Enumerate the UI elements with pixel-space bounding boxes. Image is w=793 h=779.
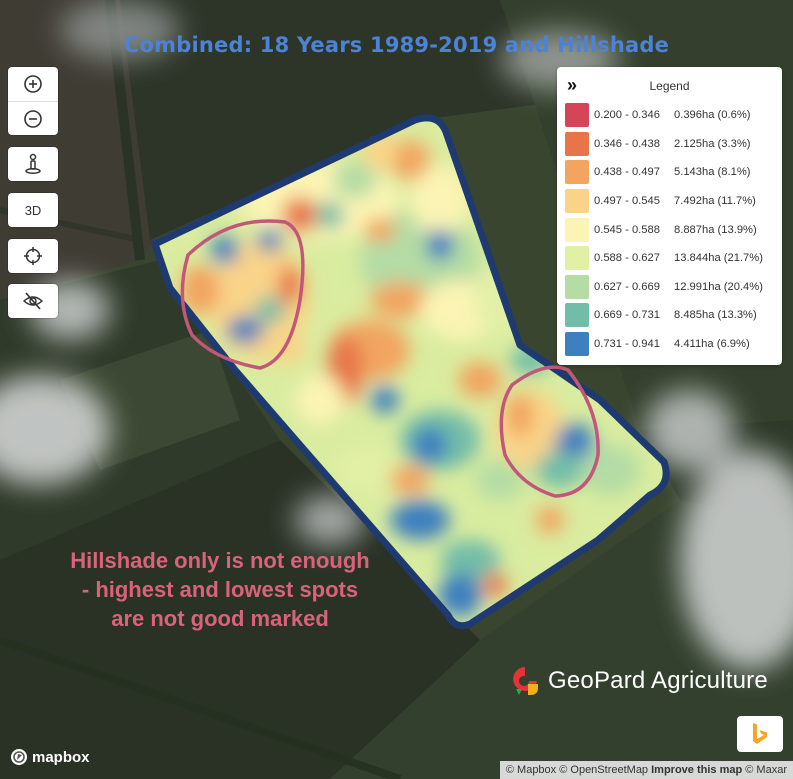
mapbox-logo[interactable]: mapbox [10, 748, 90, 766]
annotation-line: - highest and lowest spots [81, 577, 359, 602]
visibility-control [8, 284, 58, 318]
legend-swatch [565, 303, 589, 328]
legend-range: 0.669 - 0.731 [594, 309, 660, 322]
toggle-layer-visibility-button[interactable] [8, 284, 58, 318]
legend-list: 0.200 - 0.346 0.396ha (0.6%) 0.346 - 0.438… [565, 101, 774, 358]
attribution-mapbox-link[interactable]: © Mapbox [505, 764, 557, 776]
legend-area: 13.844ha (21.7%) [674, 252, 763, 265]
annotation-line: Hillshade only is not enough [70, 548, 370, 573]
legend-area: 7.492ha (11.7%) [674, 195, 756, 208]
mapbox-logo-icon [11, 749, 27, 765]
legend-swatch [565, 103, 589, 128]
legend-item: 0.346 - 0.438 2.125ha (3.3%) [565, 130, 774, 159]
zoom-control [8, 67, 58, 135]
highlight-circle-right [499, 365, 600, 498]
company-name: GeoPard Agriculture [548, 667, 768, 694]
geopard-logo-icon [513, 667, 538, 695]
legend-swatch [565, 189, 589, 214]
legend-range: 0.438 - 0.497 [594, 166, 660, 179]
legend-range: 0.731 - 0.941 [594, 338, 660, 351]
legend-area: 5.143ha (8.1%) [674, 166, 751, 179]
legend-swatch [565, 217, 589, 242]
bing-imagery-button[interactable] [737, 716, 783, 752]
legend-range: 0.545 - 0.588 [594, 223, 660, 236]
crosshair-icon [24, 247, 42, 265]
legend-swatch [565, 160, 589, 185]
improve-map-link[interactable]: Improve this map [651, 764, 743, 776]
legend-swatch [565, 332, 589, 357]
legend-swatch [565, 131, 589, 156]
attribution-osm-link[interactable]: © OpenStreetMap [559, 764, 649, 776]
map-attribution: © Mapbox © OpenStreetMap Improve this ma… [499, 761, 793, 779]
bing-logo-icon [753, 723, 767, 744]
legend-collapse-toggle[interactable]: » [567, 75, 577, 95]
legend-item: 0.627 - 0.669 12.991ha (20.4%) [565, 273, 774, 302]
field-boundary [151, 114, 670, 630]
legend-swatch [565, 274, 589, 299]
legend-area: 8.887ha (13.9%) [674, 223, 757, 236]
legend-area: 4.411ha (6.9%) [674, 338, 750, 351]
legend-item: 0.588 - 0.627 13.844ha (21.7%) [565, 244, 774, 273]
legend-range: 0.497 - 0.545 [594, 195, 660, 208]
attribution-maxar-link[interactable]: © Maxar [745, 764, 787, 776]
zoom-out-button[interactable] [8, 101, 58, 135]
eye-slash-icon [22, 292, 44, 310]
legend-area: 2.125ha (3.3%) [674, 137, 751, 150]
three-d-control: 3D [8, 193, 58, 227]
legend-title: Legend [649, 79, 690, 93]
annotation-line: are not good marked [111, 606, 329, 631]
street-view-button[interactable] [8, 147, 58, 181]
legend-area: 0.396ha (0.6%) [674, 109, 751, 122]
legend-area: 12.991ha (20.4%) [674, 280, 763, 293]
legend-item: 0.731 - 0.941 4.411ha (6.9%) [565, 330, 774, 359]
highlight-circle-left [180, 219, 305, 370]
minus-circle-icon [24, 109, 42, 128]
legend-item: 0.669 - 0.731 8.485ha (13.3%) [565, 301, 774, 330]
street-view-control [8, 147, 58, 181]
three-d-button[interactable]: 3D [24, 202, 42, 218]
plus-circle-icon [24, 75, 42, 93]
legend-range: 0.627 - 0.669 [594, 280, 660, 293]
legend-range: 0.200 - 0.346 [594, 109, 660, 122]
legend-swatch [565, 246, 589, 271]
map-title: Combined: 18 Years 1989-2019 and Hillsha… [123, 33, 670, 57]
legend-item: 0.497 - 0.545 7.492ha (11.7%) [565, 187, 774, 216]
geopard-branding: GeoPard Agriculture [508, 664, 768, 698]
legend-item: 0.545 - 0.588 8.887ha (13.9%) [565, 215, 774, 244]
legend-item: 0.438 - 0.497 5.143ha (8.1%) [565, 158, 774, 187]
locate-control [8, 239, 58, 273]
annotation-note: Hillshade only is not enough - highest a… [40, 546, 400, 633]
street-view-icon [25, 153, 41, 174]
mapbox-logo-text: mapbox [32, 748, 90, 766]
legend-area: 8.485ha (13.3%) [674, 309, 757, 322]
legend-item: 0.200 - 0.346 0.396ha (0.6%) [565, 101, 774, 130]
legend-range: 0.346 - 0.438 [594, 137, 660, 150]
legend-panel: » Legend 0.200 - 0.346 0.396ha (0.6%) 0.34… [557, 67, 782, 365]
legend-range: 0.588 - 0.627 [594, 252, 660, 265]
locate-button[interactable] [8, 239, 58, 273]
zoom-in-button[interactable] [8, 67, 58, 101]
